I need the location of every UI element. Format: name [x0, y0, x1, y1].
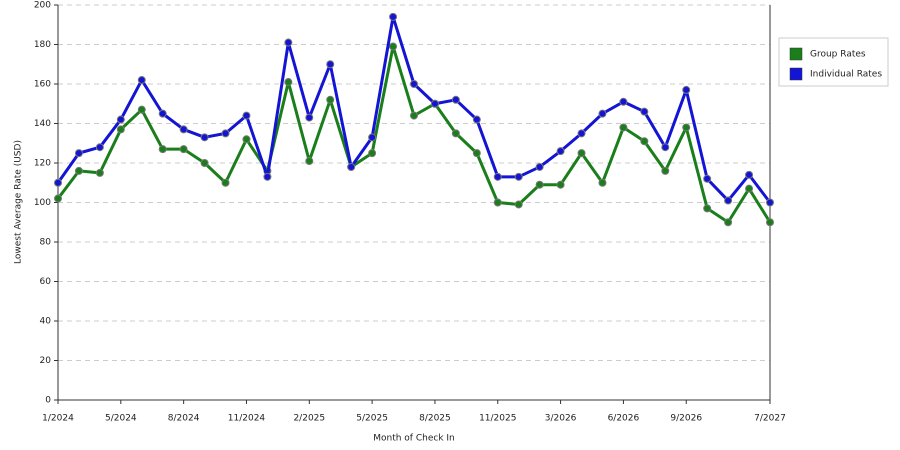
x-tick-label: 8/2024	[168, 414, 200, 424]
data-point	[556, 180, 565, 189]
y-tick-label: 60	[40, 277, 52, 287]
data-point	[766, 218, 774, 227]
data-point	[74, 149, 83, 158]
data-point	[179, 145, 188, 154]
data-point	[74, 166, 83, 175]
y-tick-label: 0	[45, 396, 51, 406]
data-point	[242, 135, 251, 144]
y-tick-label: 20	[40, 356, 52, 366]
data-point	[347, 162, 356, 171]
data-point	[598, 109, 607, 118]
data-point	[703, 204, 712, 213]
data-point	[514, 172, 523, 181]
data-point	[514, 200, 523, 209]
data-point	[577, 149, 586, 158]
data-point	[284, 78, 293, 87]
data-point	[221, 129, 230, 138]
x-tick-label: 5/2024	[105, 414, 137, 424]
data-point	[619, 123, 628, 132]
y-tick-label: 40	[40, 317, 52, 327]
data-point	[577, 129, 586, 138]
legend-label: Individual Rates	[810, 70, 882, 80]
data-point	[619, 97, 628, 106]
x-tick-label: 5/2025	[356, 414, 388, 424]
data-point	[200, 133, 209, 142]
data-point	[326, 60, 335, 69]
x-tick-label: 3/2026	[545, 414, 577, 424]
data-point	[661, 166, 670, 175]
data-point	[724, 218, 733, 227]
x-tick-label: 1/2024	[42, 414, 74, 424]
legend-swatch	[789, 47, 803, 61]
data-point	[682, 85, 691, 94]
series-line	[56, 44, 772, 224]
data-point	[724, 196, 733, 205]
x-tick-label: 2/2025	[293, 414, 325, 424]
y-tick-label: 200	[34, 1, 51, 11]
data-point	[535, 162, 544, 171]
data-point	[682, 123, 691, 132]
y-tick-label: 160	[34, 80, 51, 90]
data-point	[368, 133, 377, 142]
data-point	[242, 111, 251, 120]
data-point	[368, 149, 377, 158]
data-point	[137, 105, 146, 114]
x-tick-label: 9/2026	[670, 414, 702, 424]
data-point	[389, 12, 398, 21]
y-tick-label: 100	[34, 198, 51, 208]
data-point	[158, 145, 167, 154]
data-point	[410, 80, 418, 88]
data-point	[179, 125, 188, 134]
data-point	[305, 157, 314, 166]
data-point	[116, 125, 125, 134]
x-tick-label: 8/2025	[419, 414, 451, 424]
data-point	[95, 168, 104, 177]
data-point	[54, 194, 62, 203]
y-tick-label: 120	[34, 159, 51, 169]
data-point	[640, 137, 649, 146]
legend-swatch	[789, 67, 803, 81]
y-tick-label: 80	[40, 238, 52, 248]
data-point	[116, 115, 125, 124]
data-point	[451, 129, 460, 138]
x-tick-label: 11/2025	[479, 414, 516, 424]
data-point	[493, 172, 502, 181]
x-tick-label: 6/2026	[608, 414, 640, 424]
data-point	[640, 107, 649, 116]
y-axis-label: Lowest Average Rate (USD)	[14, 140, 24, 264]
data-point	[430, 99, 439, 108]
data-point	[745, 184, 754, 193]
data-point	[326, 95, 335, 104]
x-tick-label: 7/2027	[754, 414, 786, 424]
data-point	[137, 76, 146, 85]
y-tick-label: 140	[34, 119, 51, 129]
x-axis-label: Month of Check In	[373, 434, 455, 444]
data-point	[410, 111, 418, 120]
data-point	[598, 178, 607, 187]
data-point	[284, 38, 293, 47]
data-point	[95, 143, 104, 152]
data-point	[158, 109, 167, 118]
data-point	[766, 198, 774, 207]
data-point	[54, 178, 62, 187]
data-point	[472, 149, 481, 158]
data-point	[305, 113, 314, 122]
data-point	[263, 172, 272, 181]
data-point	[472, 115, 481, 124]
data-point	[389, 42, 398, 51]
data-point	[556, 147, 565, 156]
data-point	[703, 174, 712, 183]
data-point	[745, 170, 754, 179]
data-point	[200, 159, 209, 167]
x-tick-label: 11/2024	[228, 414, 266, 424]
data-point	[535, 180, 544, 189]
data-point	[451, 95, 460, 104]
legend-label: Group Rates	[810, 50, 866, 60]
data-point	[493, 198, 502, 207]
data-point	[661, 143, 670, 152]
y-tick-label: 180	[34, 40, 51, 50]
data-point	[221, 178, 230, 187]
